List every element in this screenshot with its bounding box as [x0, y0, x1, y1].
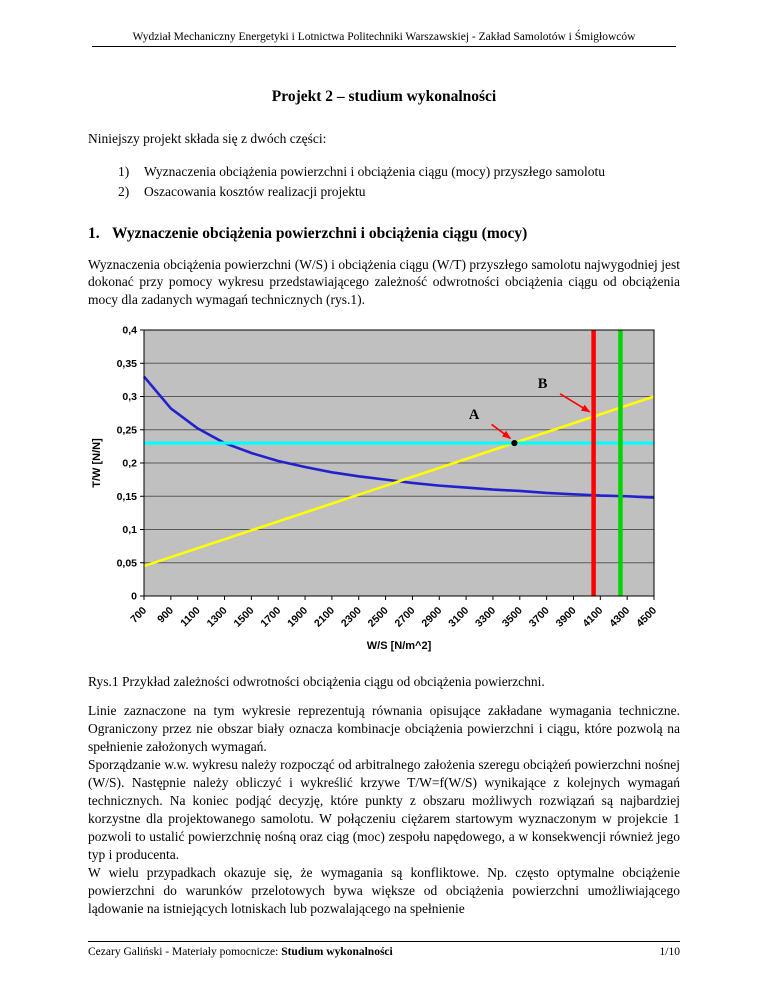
footer-author-text: Cezary Galiński - Materiały pomocnicze:	[88, 946, 282, 958]
svg-text:3900: 3900	[554, 605, 579, 630]
footer-page-number: 1/10	[659, 946, 680, 958]
header-rule	[92, 46, 676, 47]
list-item-text: Wyznaczenia obciążenia powierzchni i obc…	[144, 164, 605, 179]
list-item: 2) Oszacowania kosztów realizacji projek…	[118, 182, 680, 202]
list-item-number: 2)	[118, 184, 130, 200]
svg-text:700: 700	[128, 605, 149, 626]
paragraph-4: W wielu przypadkach okazuje się, że wyma…	[88, 864, 680, 916]
svg-text:3300: 3300	[473, 605, 498, 630]
annotation-label-B: B	[538, 376, 548, 392]
y-axis-title: T/W [N/N]	[91, 438, 103, 488]
svg-text:3700: 3700	[527, 605, 552, 630]
section-title: Wyznaczenie obciążenia powierzchni i obc…	[112, 224, 528, 242]
svg-text:0,35: 0,35	[117, 358, 138, 370]
svg-text:4300: 4300	[607, 605, 632, 630]
document-title: Projekt 2 – studium wykonalności	[271, 88, 497, 105]
parts-list: 1) Wyznaczenia obciążenia powierzchni i …	[118, 162, 680, 203]
svg-text:2100: 2100	[312, 605, 337, 630]
paragraph-1: Wyznaczenia obciążenia powierzchni (W/S)…	[88, 256, 680, 308]
header-text: Wydział Mechaniczny Energetyki i Lotnict…	[132, 31, 636, 43]
svg-text:0,1: 0,1	[122, 524, 137, 536]
list-item-number: 1)	[118, 164, 130, 179]
svg-text:1700: 1700	[258, 605, 283, 630]
y-axis: 0 0,05 0,1 0,15 0,2 0,25 0,3 0,35 0,4	[117, 325, 144, 603]
x-axis: 700 900 1100 1300 1500 1700 1900 2100 2300 2500 27…	[128, 596, 659, 630]
annotation-arrow-B	[559, 393, 591, 413]
annotations: AB	[469, 376, 591, 440]
paragraph-2: Linie zaznaczone na tym wykresie repreze…	[88, 703, 680, 755]
figure-1: 0 0,05 0,1 0,15 0,2 0,25 0,3 0,35 0,4 700 900 1100 1…	[88, 324, 680, 661]
svg-text:2700: 2700	[393, 605, 418, 630]
svg-text:2900: 2900	[419, 605, 444, 630]
svg-text:0,2: 0,2	[122, 458, 137, 470]
svg-text:2300: 2300	[339, 605, 364, 630]
svg-text:0,25: 0,25	[117, 425, 138, 437]
svg-text:2500: 2500	[366, 605, 391, 630]
footer-left: Cezary Galiński - Materiały pomocnicze: …	[88, 946, 393, 958]
svg-text:900: 900	[155, 605, 176, 626]
list-item-text: Oszacowania kosztów realizacji projektu	[144, 184, 366, 200]
svg-text:1500: 1500	[231, 605, 256, 630]
svg-text:0,15: 0,15	[117, 491, 138, 503]
yellow-constraint-line	[143, 395, 655, 568]
list-item: 1) Wyznaczenia obciążenia powierzchni i …	[118, 162, 680, 182]
x-axis-title: W/S [N/m^2]	[367, 640, 432, 652]
svg-text:0,4: 0,4	[122, 325, 137, 337]
paragraph-3: Sporządzanie w.w. wykresu należy rozpocz…	[88, 757, 680, 862]
svg-text:1300: 1300	[205, 605, 230, 630]
annotation-arrow-A	[491, 424, 512, 440]
svg-text:0: 0	[131, 591, 137, 603]
svg-text:3100: 3100	[446, 605, 471, 630]
annotation-label-A: A	[469, 407, 480, 423]
page-footer: Cezary Galiński - Materiały pomocnicze: …	[88, 941, 680, 958]
series-lines	[143, 330, 655, 597]
figure-caption: Rys.1 Przykład zależności odwrotności ob…	[88, 674, 545, 690]
footer-doc-name: Studium wykonalności	[281, 946, 393, 958]
svg-text:1100: 1100	[178, 605, 203, 630]
section-heading: 1. Wyznaczenie obciążenia powierzchni i …	[88, 225, 680, 243]
svg-text:4500: 4500	[634, 605, 659, 630]
intro-paragraph: Niniejszy projekt składa się z dwóch czę…	[88, 131, 327, 146]
svg-text:4100: 4100	[580, 605, 605, 630]
design-point	[511, 440, 518, 447]
svg-text:0,05: 0,05	[117, 558, 138, 570]
section-number: 1.	[88, 224, 100, 242]
page-content: Projekt 2 – studium wykonalności Niniejs…	[0, 88, 768, 918]
page-header: Wydział Mechaniczny Energetyki i Lotnict…	[0, 0, 768, 43]
svg-text:1900: 1900	[285, 605, 310, 630]
svg-text:3500: 3500	[500, 605, 525, 630]
svg-text:0,3: 0,3	[122, 391, 137, 403]
